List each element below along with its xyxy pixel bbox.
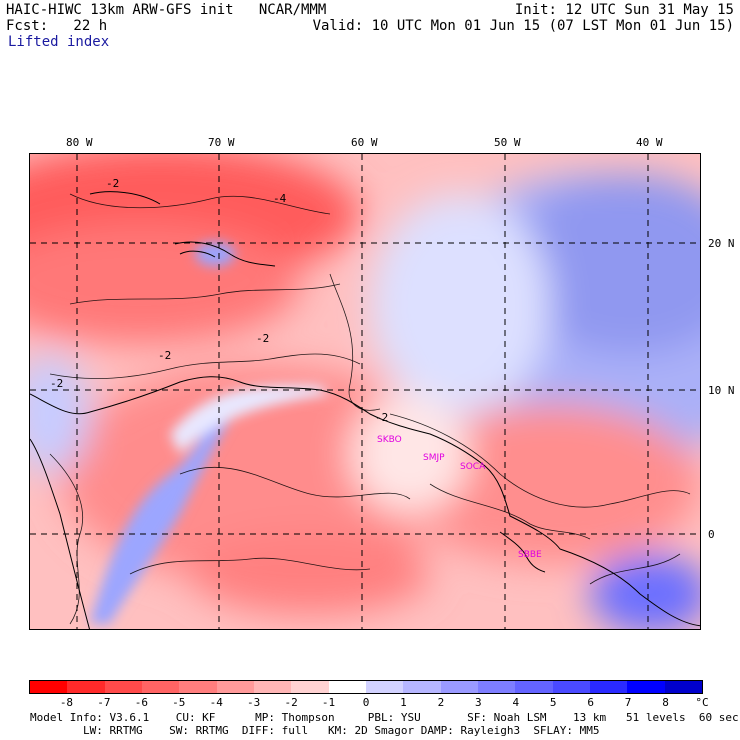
colorbar-swatch [253,681,292,693]
colorbar-tick-label: -5 [172,696,186,709]
station-label-skbo: SKBO [377,435,402,445]
colorbar-swatch [328,681,366,693]
colorbar-swatch [664,681,702,693]
coastlines [30,191,700,629]
colorbar-tick-label: 0 [362,696,370,709]
colorbar-tick-label: 8 [662,696,669,709]
colorbar-tick-label: -8 [59,696,74,709]
lon-label-50w: 50 W [494,136,521,149]
contour-label: -2 [158,349,171,362]
colorbar-swatch [216,681,254,693]
colorbar-tick-label: 1 [400,696,407,709]
lon-label-40w: 40 W [636,136,663,149]
colorbar-swatch [67,681,105,693]
colorbar-unit: °C [695,696,709,709]
colorbar-tick-label: 6 [587,696,594,709]
contour-label: -2 [375,411,388,424]
colorbar-swatch [291,681,329,693]
contour-label: -4 [273,192,287,205]
colorbar-swatch [179,681,217,693]
colorbar-tick-label: 3 [475,696,482,709]
colorbar-tick-label: -7 [97,696,111,709]
colorbar-tick-label: -1 [321,696,336,709]
colorbar-swatch [515,681,553,693]
lat-label-10n: 10 N [708,384,735,397]
contour-label: -2 [256,332,269,345]
station-label-smjp: SMJP [423,453,445,463]
colorbar-swatch [477,681,516,693]
graticule [30,154,700,629]
station-label-sbbe: SBBE [518,550,542,560]
chart-title: HAIC-HIWC 13km ARW-GFS init NCAR/MMM [6,2,327,18]
lifted-index-map: -2 -4 -2 -2 -2 -2 SKBO SMJP SOCA SBBE [29,153,701,630]
lat-label-0: 0 [708,528,715,541]
lon-label-80w: 80 W [66,136,93,149]
forecast-hour: Fcst: 22 h [6,18,108,34]
colorbar-swatch [552,681,590,693]
lon-label-60w: 60 W [351,136,378,149]
colorbar-tick-label: -6 [134,696,148,709]
colorbar-tick-label: 4 [512,696,520,709]
model-info-line2: LW: RRTMG SW: RRTMG DIFF: full KM: 2D Sm… [30,724,600,737]
map-canvas: -2 -4 -2 -2 -2 -2 SKBO SMJP SOCA SBBE [30,154,700,629]
contour-label: -2 [50,377,63,390]
colorbar-swatch [440,681,478,693]
colorbar-swatch [403,681,441,693]
li-contours [49,193,691,625]
contour-label: -2 [106,177,119,190]
colorbar-swatch [589,681,628,693]
valid-time: Valid: 10 UTC Mon 01 Jun 15 (07 LST Mon … [312,18,734,34]
colorbar-swatch [104,681,142,693]
station-label-soca: SOCA [460,462,486,472]
colorbar-swatch [30,681,68,693]
init-time: Init: 12 UTC Sun 31 May 15 [514,2,734,18]
andes-stable-band [90,394,240,624]
colorbar-tick-label: -4 [209,696,223,709]
field-name: Lifted index [8,34,110,50]
colorbar-tick-label: 7 [624,696,632,709]
colorbar-swatch [141,681,180,693]
lon-label-70w: 70 W [208,136,235,149]
colorbar-tick-label: 2 [437,696,445,709]
colorbar-swatch [627,681,665,693]
lat-label-20n: 20 N [708,237,735,250]
colorbar-tick-label: -2 [284,696,298,709]
colorbar [29,680,703,694]
colorbar-swatch [365,681,404,693]
model-info-line1: Model Info: V3.6.1 CU: KF MP: Thompson P… [30,711,739,724]
colorbar-tick-label: -3 [247,696,261,709]
colorbar-tick-label: 5 [549,696,557,709]
